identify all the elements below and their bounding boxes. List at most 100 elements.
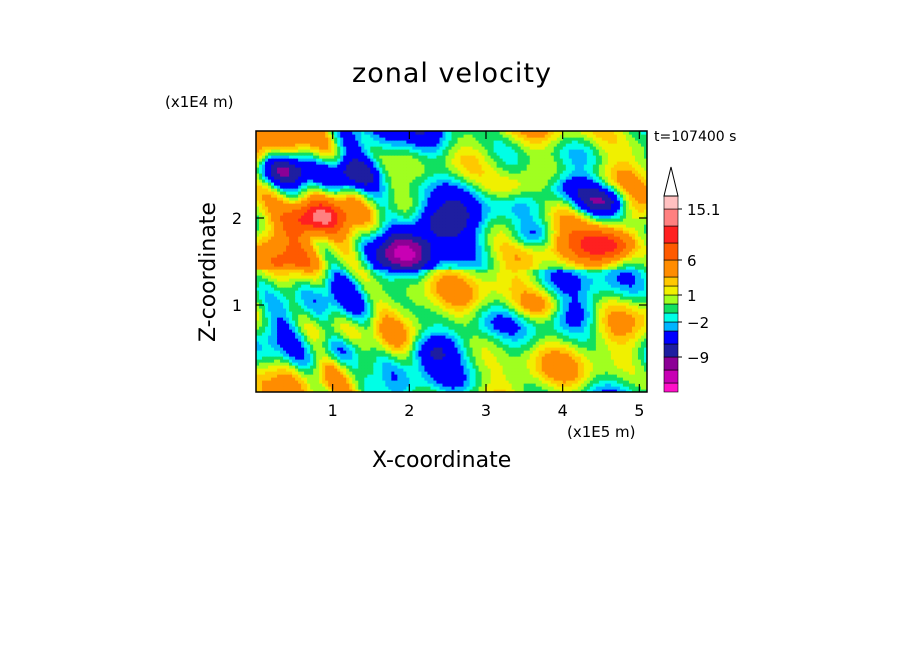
field-cell bbox=[259, 353, 263, 357]
field-cell bbox=[412, 296, 417, 300]
field-cell bbox=[616, 386, 621, 390]
field-cell bbox=[292, 302, 296, 306]
field-cell bbox=[460, 362, 465, 366]
field-cell bbox=[403, 386, 407, 390]
field-cell bbox=[313, 287, 317, 291]
field-cell bbox=[607, 302, 612, 306]
field-cell bbox=[328, 302, 332, 306]
field-cell bbox=[331, 341, 335, 345]
field-cell bbox=[445, 329, 450, 333]
field-cell bbox=[568, 317, 573, 321]
field-cell bbox=[364, 365, 368, 369]
field-cell bbox=[280, 350, 284, 354]
field-cell bbox=[355, 290, 359, 294]
field-cell bbox=[631, 293, 636, 297]
field-cell bbox=[472, 359, 477, 363]
field-cell bbox=[571, 335, 576, 339]
field-cell bbox=[316, 317, 320, 321]
field-cell bbox=[454, 329, 459, 333]
field-cell bbox=[271, 284, 275, 288]
field-cell bbox=[454, 344, 459, 348]
field-cell bbox=[583, 302, 588, 306]
field-cell bbox=[610, 341, 615, 345]
field-cell bbox=[643, 353, 647, 357]
field-cell bbox=[598, 347, 603, 351]
field-cell bbox=[493, 350, 498, 354]
field-cell bbox=[409, 338, 413, 342]
field-cell bbox=[472, 299, 477, 303]
field-cell bbox=[589, 368, 594, 372]
field-cell bbox=[427, 365, 432, 369]
field-cell bbox=[391, 311, 395, 315]
field-cell bbox=[355, 386, 359, 390]
field-cell bbox=[613, 344, 618, 348]
field-cell bbox=[358, 344, 362, 348]
field-cell bbox=[577, 386, 582, 390]
field-cell bbox=[607, 284, 612, 288]
field-cell bbox=[403, 383, 407, 387]
field-cell bbox=[469, 290, 474, 294]
field-cell bbox=[277, 338, 281, 342]
field-cell bbox=[571, 341, 576, 345]
field-cell bbox=[397, 302, 401, 306]
field-cell bbox=[643, 284, 647, 288]
field-cell bbox=[511, 362, 516, 366]
field-cell bbox=[304, 329, 308, 333]
field-cell bbox=[481, 299, 486, 303]
field-cell bbox=[400, 314, 404, 318]
field-cell bbox=[481, 317, 486, 321]
field-cell bbox=[355, 284, 359, 288]
field-cell bbox=[622, 377, 627, 381]
field-cell bbox=[451, 290, 456, 294]
field-cell bbox=[286, 311, 290, 315]
field-cell bbox=[502, 311, 507, 315]
field-cell bbox=[520, 377, 525, 381]
field-cell bbox=[394, 359, 398, 363]
field-cell bbox=[568, 335, 573, 339]
field-cell bbox=[289, 296, 293, 300]
field-cell bbox=[436, 371, 441, 375]
field-cell bbox=[460, 296, 465, 300]
field-cell bbox=[610, 314, 615, 318]
field-cell bbox=[298, 296, 302, 300]
field-cell bbox=[583, 317, 588, 321]
field-cell bbox=[268, 323, 272, 327]
field-cell bbox=[505, 323, 510, 327]
field-cell bbox=[505, 362, 510, 366]
field-cell bbox=[271, 329, 275, 333]
field-cell bbox=[349, 329, 353, 333]
field-cell bbox=[493, 329, 498, 333]
field-cell bbox=[556, 302, 561, 306]
field-cell bbox=[571, 323, 576, 327]
field-cell bbox=[529, 296, 534, 300]
field-cell bbox=[325, 389, 329, 392]
field-cell bbox=[358, 311, 362, 315]
field-cell bbox=[388, 326, 392, 330]
field-cell bbox=[622, 338, 627, 342]
field-cell bbox=[616, 359, 621, 363]
field-cell bbox=[625, 308, 630, 312]
field-cell bbox=[274, 335, 278, 339]
field-cell bbox=[256, 338, 260, 342]
field-cell bbox=[340, 371, 344, 375]
field-cell bbox=[595, 359, 600, 363]
field-cell bbox=[505, 374, 510, 378]
field-cell bbox=[493, 317, 498, 321]
field-cell bbox=[628, 350, 633, 354]
field-cell bbox=[364, 332, 368, 336]
field-cell bbox=[301, 347, 305, 351]
field-cell bbox=[472, 302, 477, 306]
field-cell bbox=[544, 326, 549, 330]
field-cell bbox=[256, 389, 260, 392]
field-cell bbox=[457, 389, 462, 392]
field-cell bbox=[535, 290, 540, 294]
field-cell bbox=[487, 377, 492, 381]
field-cell bbox=[313, 335, 317, 339]
field-cell bbox=[283, 350, 287, 354]
field-cell bbox=[346, 386, 350, 390]
field-cell bbox=[256, 386, 260, 390]
field-cell bbox=[436, 365, 441, 369]
field-cell bbox=[340, 311, 344, 315]
field-cell bbox=[448, 314, 453, 318]
field-cell bbox=[505, 296, 510, 300]
